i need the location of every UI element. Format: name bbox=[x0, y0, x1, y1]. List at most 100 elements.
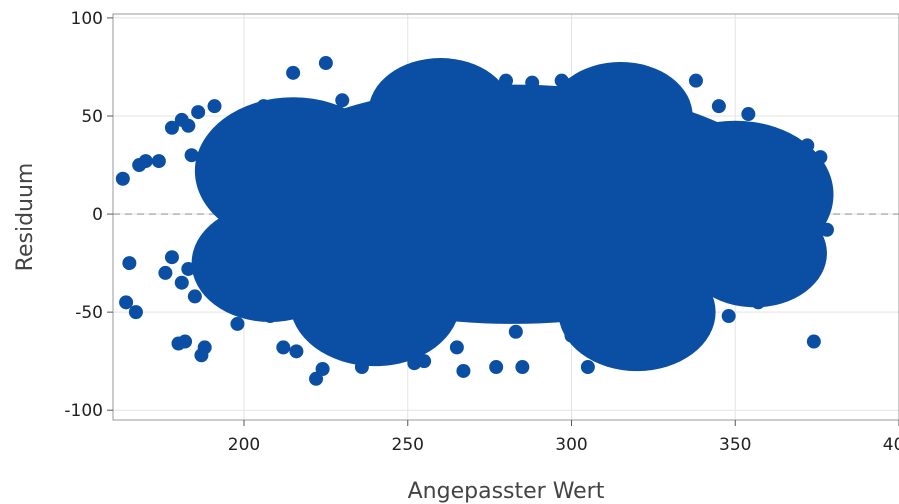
data-point bbox=[407, 356, 422, 371]
data-point bbox=[138, 154, 153, 169]
data-point bbox=[187, 289, 202, 304]
x-tick-label: 400 bbox=[883, 435, 899, 455]
data-point bbox=[443, 71, 458, 86]
y-tick-label: 100 bbox=[71, 9, 103, 29]
data-point bbox=[580, 360, 595, 375]
data-point bbox=[797, 216, 812, 231]
data-point bbox=[115, 171, 130, 186]
data-point bbox=[164, 250, 179, 265]
data-point bbox=[200, 261, 215, 276]
data-point bbox=[525, 75, 540, 90]
data-point bbox=[774, 281, 789, 296]
data-point bbox=[718, 279, 733, 294]
data-point bbox=[652, 87, 667, 102]
x-axis-ticks: 200 250 300 350 400 bbox=[228, 420, 899, 455]
data-point bbox=[711, 99, 726, 114]
x-tick-label: 250 bbox=[392, 435, 424, 455]
data-point bbox=[797, 242, 812, 257]
data-point bbox=[564, 328, 579, 343]
x-tick-label: 200 bbox=[228, 435, 260, 455]
data-point bbox=[309, 371, 324, 386]
data-point bbox=[256, 99, 271, 114]
data-point bbox=[335, 93, 350, 108]
data-point bbox=[819, 222, 834, 237]
data-point bbox=[806, 334, 821, 349]
data-point bbox=[554, 73, 569, 88]
data-point bbox=[688, 73, 703, 88]
dense-point-cloud bbox=[191, 58, 834, 372]
data-point bbox=[191, 105, 206, 120]
x-tick-label: 300 bbox=[555, 435, 587, 455]
data-point bbox=[158, 265, 173, 280]
data-point bbox=[181, 261, 196, 276]
data-point bbox=[390, 344, 405, 359]
data-point bbox=[466, 67, 481, 82]
data-point bbox=[780, 152, 795, 167]
point-cloud-lobe bbox=[558, 253, 716, 372]
data-point bbox=[217, 128, 232, 143]
data-point bbox=[276, 340, 291, 355]
data-point bbox=[354, 360, 369, 375]
data-point bbox=[797, 167, 812, 182]
y-axis-ticks: -100 -50 0 50 100 bbox=[64, 9, 113, 421]
data-point bbox=[515, 360, 530, 375]
data-point bbox=[122, 256, 137, 271]
data-point bbox=[508, 324, 523, 339]
data-point bbox=[174, 275, 189, 290]
data-point bbox=[600, 63, 615, 78]
y-tick-label: 50 bbox=[81, 107, 103, 127]
data-points bbox=[115, 56, 834, 386]
y-axis-label: Residuum bbox=[13, 163, 38, 272]
data-point bbox=[164, 120, 179, 135]
data-point bbox=[698, 203, 713, 218]
data-point bbox=[184, 148, 199, 163]
data-point bbox=[263, 309, 278, 324]
data-point bbox=[489, 360, 504, 375]
data-point bbox=[449, 340, 464, 355]
data-point bbox=[286, 65, 301, 80]
x-tick-label: 350 bbox=[719, 435, 751, 455]
data-point bbox=[456, 363, 471, 378]
data-point bbox=[151, 154, 166, 169]
data-point bbox=[682, 309, 697, 324]
data-point bbox=[407, 69, 422, 84]
data-point bbox=[207, 99, 222, 114]
data-point bbox=[761, 281, 775, 296]
data-point bbox=[230, 138, 245, 153]
y-tick-label: 0 bbox=[92, 205, 103, 225]
data-point bbox=[194, 348, 209, 363]
y-tick-label: -100 bbox=[64, 401, 103, 421]
data-point bbox=[181, 118, 196, 133]
data-point bbox=[630, 93, 644, 108]
data-point bbox=[741, 107, 756, 122]
data-point bbox=[368, 108, 382, 123]
data-point bbox=[754, 226, 769, 241]
data-point bbox=[119, 295, 134, 310]
data-point bbox=[315, 362, 330, 377]
data-point bbox=[721, 309, 736, 324]
x-axis-label: Angepasster Wert bbox=[408, 479, 605, 504]
data-point bbox=[318, 56, 333, 71]
plot-frame bbox=[112, 13, 899, 421]
data-point bbox=[751, 295, 766, 310]
data-point bbox=[777, 136, 792, 151]
data-point bbox=[230, 316, 245, 331]
point-cloud-lobe bbox=[368, 58, 513, 167]
point-cloud-lobe bbox=[682, 199, 827, 308]
data-point bbox=[777, 177, 792, 192]
data-point bbox=[289, 344, 304, 359]
data-point bbox=[800, 138, 815, 153]
data-point bbox=[708, 230, 723, 245]
y-tick-label: -50 bbox=[75, 303, 103, 323]
data-point bbox=[499, 73, 513, 88]
data-point bbox=[692, 301, 707, 316]
data-point bbox=[171, 336, 186, 351]
point-cloud-lobe bbox=[191, 204, 349, 323]
data-point bbox=[381, 105, 396, 120]
data-point bbox=[767, 197, 782, 212]
data-point bbox=[649, 350, 664, 365]
data-point bbox=[813, 150, 828, 165]
data-point bbox=[666, 85, 681, 100]
data-point bbox=[128, 305, 143, 320]
